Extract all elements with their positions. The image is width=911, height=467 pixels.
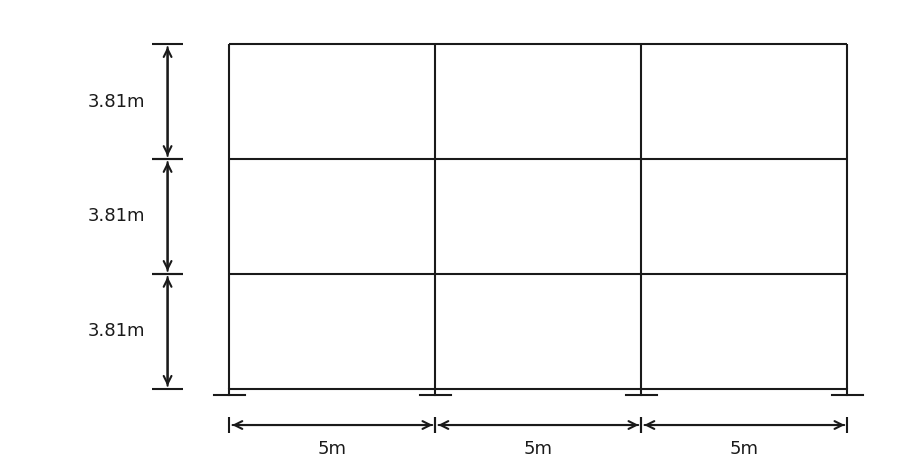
Text: 5m: 5m [523,440,552,458]
Text: 5m: 5m [318,440,346,458]
Text: 5m: 5m [729,440,758,458]
Text: 3.81m: 3.81m [87,322,145,340]
Text: 3.81m: 3.81m [87,207,145,226]
Text: 3.81m: 3.81m [87,92,145,111]
